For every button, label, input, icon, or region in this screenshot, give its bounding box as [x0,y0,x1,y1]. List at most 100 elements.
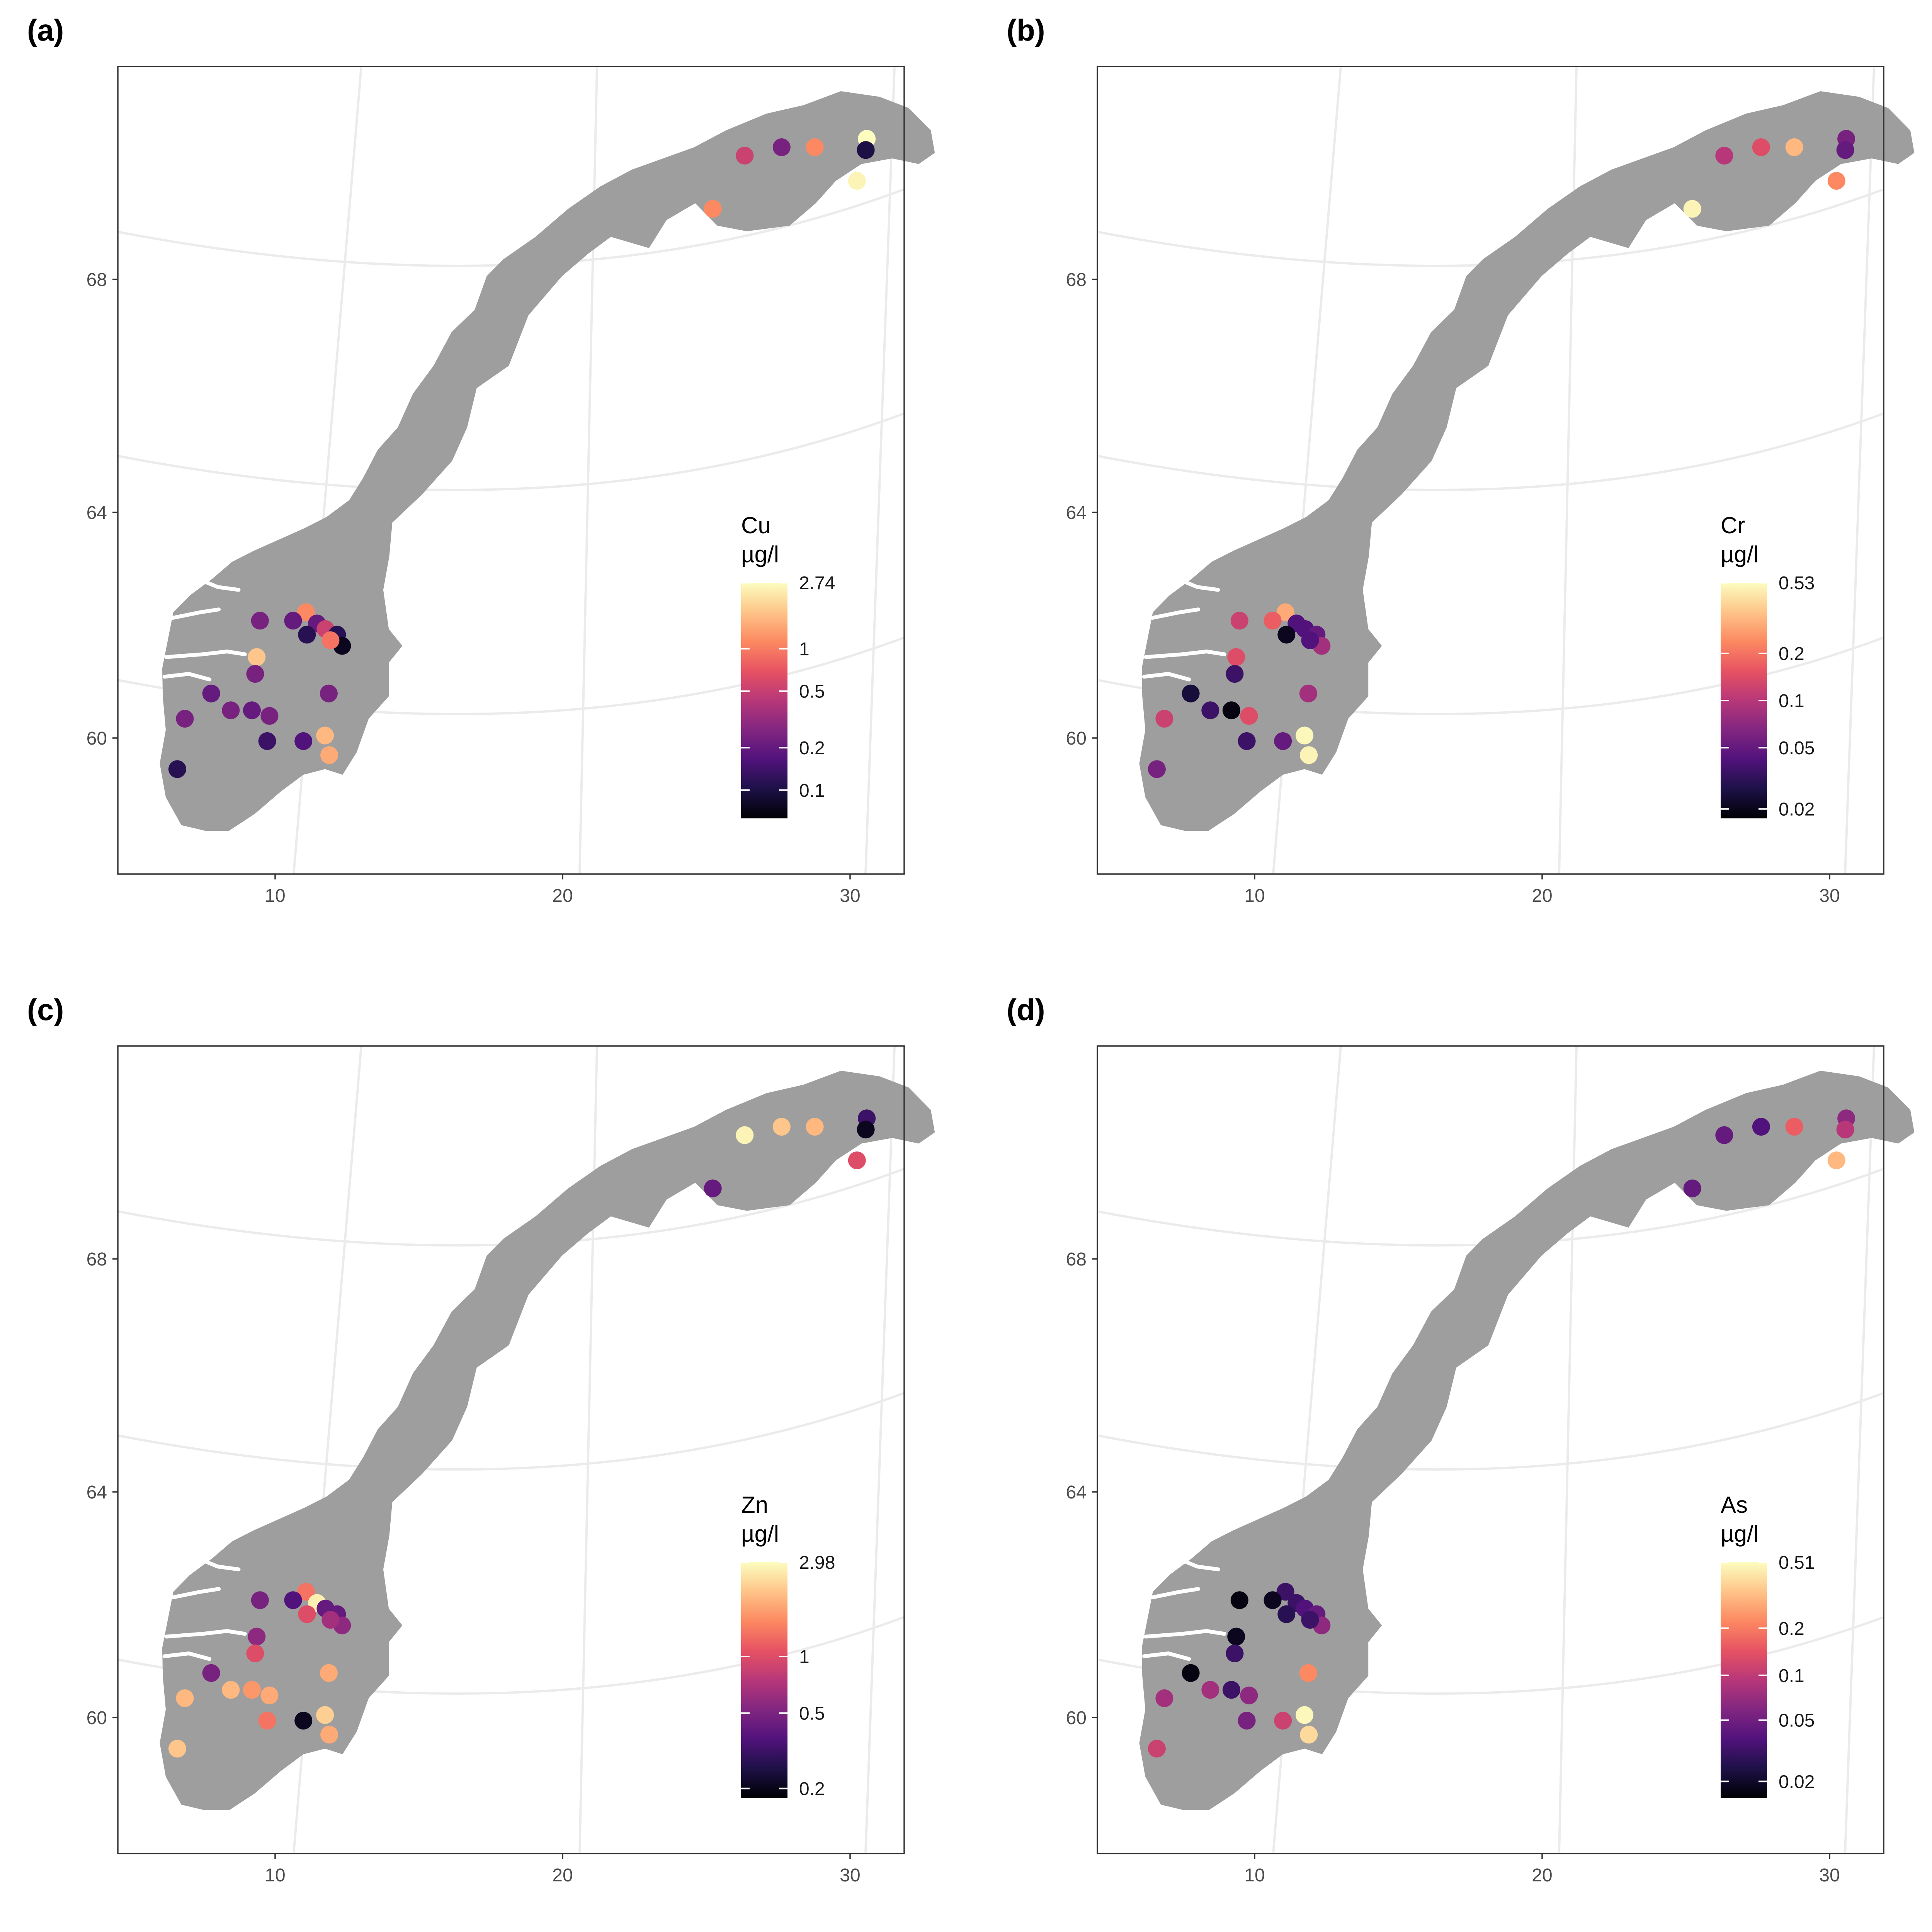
sample-point [1299,1664,1317,1682]
sample-point [294,732,313,750]
sample-point [736,146,754,165]
sample-point [1274,1712,1292,1730]
fjord [1144,1629,1226,1639]
graticule-meridian [1844,1046,1875,1854]
sample-point [316,1706,334,1724]
graticule-parallel [117,412,905,491]
sample-point [1300,746,1318,764]
x-tick-label: 10 [1244,1865,1265,1886]
colorbar-label: 0.2 [1779,644,1804,664]
sample-point [222,1681,240,1699]
colorbar-label: 0.1 [1779,691,1804,711]
fjord [195,1556,241,1571]
y-tick-label: 68 [1066,270,1087,290]
sample-point [1299,684,1317,702]
sample-point [1230,612,1248,630]
sample-point [1148,760,1166,778]
sample-point [704,1179,722,1197]
sample-point [1264,612,1282,630]
sample-point [1201,1681,1219,1699]
sample-point [1274,732,1292,750]
colorbar-label: 0.2 [799,1779,825,1799]
legend-title-element: Cr [1721,512,1745,538]
sample-point [806,1118,824,1136]
map-panel-as: (d) 10 20 30 68 64 60 As µg/l 0.51 0.2 0.1 0.05 0.02 [1007,993,1915,1886]
sample-point [1238,732,1256,750]
colorbar-label: 0.51 [1779,1553,1815,1573]
sample-point [320,1664,338,1682]
fjord [171,607,221,620]
sample-point [1276,603,1294,621]
graticule-parallel [1097,1392,1884,1471]
y-tick-label: 60 [87,1708,107,1728]
x-tick-label: 30 [1819,1865,1840,1886]
graticule-parallel [1097,412,1884,491]
sample-point [1301,631,1319,649]
sample-point [246,665,264,683]
colorbar [741,1562,787,1798]
sample-point [772,1118,791,1136]
sample-point [1226,1645,1244,1662]
fjord [162,1651,212,1661]
colorbar-label: 0.2 [799,738,825,759]
x-tick-label: 30 [840,886,860,906]
y-tick-label: 68 [1066,1249,1087,1270]
sample-point [260,707,279,725]
y-tick-label: 60 [1066,728,1087,749]
sample-point [316,726,334,745]
colorbar-label: 0.05 [1779,1711,1815,1731]
colorbar-label: 0.02 [1779,1772,1815,1792]
sample-point [1836,1121,1854,1139]
colorbar-label: 0.2 [1779,1619,1804,1639]
sample-point [1752,138,1770,156]
panel-border [1097,1045,1884,1854]
legend-title-unit: µg/l [741,541,779,567]
sample-point [1715,1126,1733,1144]
legend-title-unit: µg/l [741,1521,779,1547]
fjord [1175,1556,1220,1571]
y-tick-label: 64 [1066,503,1087,523]
sample-point [1240,1686,1258,1704]
sample-point [1222,701,1240,719]
panel-border [117,66,905,875]
x-tick-label: 20 [1532,1865,1552,1886]
fjord [1175,577,1220,592]
colorbar-label: 0.5 [799,682,825,702]
sample-point [251,612,269,630]
sample-point [806,138,824,156]
x-tick-label: 20 [1532,886,1552,906]
sample-point [1222,1681,1240,1699]
colorbar-label: 2.98 [799,1553,835,1573]
sample-point [1683,1179,1701,1197]
fjord [1150,1587,1201,1599]
sample-point [1715,146,1733,165]
x-tick-label: 10 [265,886,285,906]
sample-point [1785,138,1803,156]
legend-title-element: As [1721,1492,1748,1518]
map-panel-cu: (a) 10 20 30 68 64 60 Cu µg/l 2.74 1 0.5 0.2 0.1 [27,13,935,906]
sample-point [202,684,220,702]
sample-point [320,746,338,764]
sample-point [222,701,240,719]
sample-point [857,141,875,159]
x-tick-label: 30 [1819,886,1840,906]
sample-point [1300,1726,1318,1744]
sample-point [321,631,340,649]
sample-point [298,1605,316,1623]
sample-point [1277,1605,1296,1623]
norway-landmass [1139,1071,1915,1810]
x-tick-label: 30 [840,1865,860,1886]
y-tick-label: 64 [1066,1482,1087,1503]
sample-point [736,1126,754,1144]
sample-point [297,603,315,621]
x-tick-label: 10 [1244,886,1265,906]
sample-point [246,1645,264,1662]
colorbar [741,583,787,818]
fjord [162,672,212,682]
sample-point [1752,1118,1770,1136]
sample-point [176,710,194,728]
colorbar-label: 0.1 [1779,1666,1804,1686]
sample-point [772,138,791,156]
sample-point [320,1726,338,1744]
